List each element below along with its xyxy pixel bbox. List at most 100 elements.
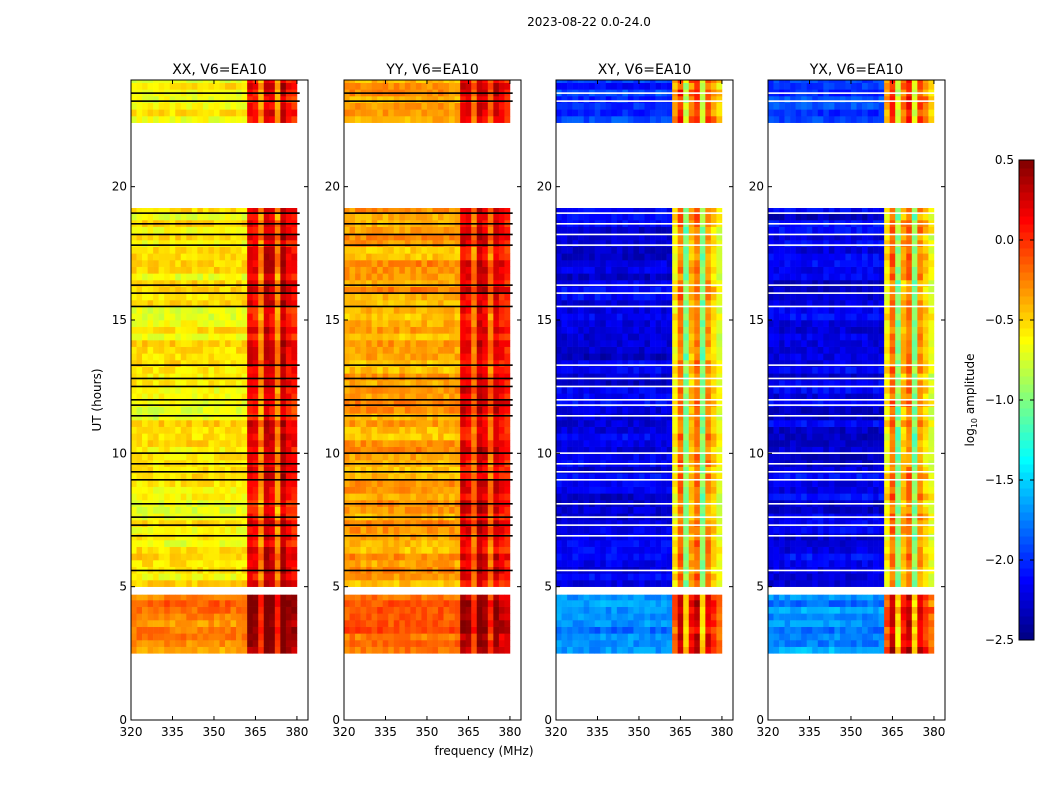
heatmap-cell <box>285 546 292 554</box>
heatmap-cell <box>498 213 505 221</box>
heatmap-cell <box>655 606 662 614</box>
heatmap-cell <box>252 208 259 214</box>
heatmap-cell <box>449 440 455 447</box>
heatmap-cell <box>410 380 417 387</box>
heatmap-cell <box>644 606 651 614</box>
heatmap-cell <box>158 360 165 367</box>
heatmap-cell <box>230 466 237 474</box>
flagged-row <box>131 284 300 286</box>
heatmap-cell <box>344 600 350 607</box>
heatmap-cell <box>158 573 165 581</box>
heatmap-cell <box>241 580 248 587</box>
heatmap-cell <box>175 580 182 587</box>
heatmap-cell <box>241 480 248 487</box>
heatmap-cell <box>432 233 439 241</box>
heatmap-cell <box>471 253 478 261</box>
heatmap-cell <box>236 353 242 361</box>
heatmap-cell <box>366 594 372 601</box>
heatmap-cell <box>443 473 450 481</box>
heatmap-cell <box>426 80 433 83</box>
heatmap-cell <box>247 233 253 241</box>
heatmap-cell <box>399 486 406 494</box>
heatmap-cell <box>471 240 478 247</box>
heatmap-cell <box>366 82 372 90</box>
heatmap-cell <box>153 306 159 314</box>
heatmap-cell <box>186 340 193 347</box>
heatmap-cell <box>236 320 242 327</box>
heatmap-cell <box>230 580 237 587</box>
heatmap-cell <box>291 613 298 621</box>
heatmap-cell <box>672 626 678 634</box>
heatmap-cell <box>349 213 356 221</box>
heatmap-cell <box>263 646 270 654</box>
heatmap-cell <box>225 102 231 110</box>
heatmap-cell <box>572 540 579 547</box>
heatmap-cell <box>487 526 494 534</box>
heatmap-cell <box>415 540 422 547</box>
heatmap-cell <box>694 553 701 561</box>
heatmap-cell <box>225 286 231 294</box>
heatmap-cell <box>410 280 417 287</box>
heatmap-cell <box>410 293 417 301</box>
heatmap-cell <box>236 426 242 434</box>
heatmap-cell <box>252 526 259 534</box>
heatmap-cell <box>443 506 450 514</box>
heatmap-cell <box>471 208 478 214</box>
heatmap-cell <box>252 420 259 427</box>
flagged-row <box>344 377 513 380</box>
heatmap-cell <box>410 260 417 267</box>
heatmap-cell <box>230 82 237 90</box>
heatmap-cell <box>487 96 494 103</box>
heatmap-cell <box>449 306 455 314</box>
heatmap-cell <box>285 208 292 214</box>
heatmap-cell <box>388 386 395 394</box>
heatmap-cell <box>683 613 690 621</box>
heatmap-cell <box>158 486 165 494</box>
heatmap-cell <box>454 506 461 514</box>
heatmap-cell <box>252 480 259 487</box>
heatmap-cell <box>661 606 667 614</box>
heatmap-cell <box>153 246 159 254</box>
heatmap-cell <box>622 633 629 641</box>
heatmap-cell <box>197 246 204 254</box>
heatmap-cell <box>393 433 400 441</box>
heatmap-cell <box>399 446 406 454</box>
heatmap-cell <box>421 426 428 434</box>
heatmap-cell <box>438 300 444 307</box>
heatmap-cell <box>438 226 444 234</box>
heatmap-cell <box>388 406 395 414</box>
heatmap-cell <box>465 413 472 421</box>
heatmap-cell <box>349 353 356 361</box>
heatmap-cell <box>131 266 137 274</box>
heatmap-cell <box>498 633 505 641</box>
heatmap-cell <box>449 320 455 327</box>
heatmap-cell <box>230 573 237 581</box>
heatmap-cell <box>454 620 461 627</box>
heatmap-cell <box>269 493 276 501</box>
flagged-row <box>131 305 300 308</box>
heatmap-cell <box>493 333 500 341</box>
heatmap-cell <box>404 353 411 361</box>
heatmap-cell <box>476 413 483 421</box>
heatmap-cell <box>180 526 187 534</box>
heatmap-cell <box>371 253 378 261</box>
heatmap-cell <box>153 406 159 414</box>
heatmap-cell <box>202 546 209 554</box>
heatmap-cell <box>476 340 483 347</box>
heatmap-cell <box>672 546 678 554</box>
heatmap-cell <box>471 340 478 347</box>
heatmap-cell <box>432 253 439 261</box>
heatmap-cell <box>180 453 187 461</box>
heatmap-cell <box>360 266 367 274</box>
heatmap-cell <box>388 393 395 401</box>
heatmap-cell <box>487 293 494 301</box>
heatmap-cell <box>241 333 248 341</box>
heatmap-cell <box>421 116 428 123</box>
heatmap-cell <box>388 633 395 641</box>
heatmap-cell <box>158 109 165 117</box>
heatmap-cell <box>493 446 500 454</box>
heatmap-cell <box>258 520 265 527</box>
heatmap-cell <box>291 486 298 494</box>
heatmap-cell <box>493 540 500 547</box>
